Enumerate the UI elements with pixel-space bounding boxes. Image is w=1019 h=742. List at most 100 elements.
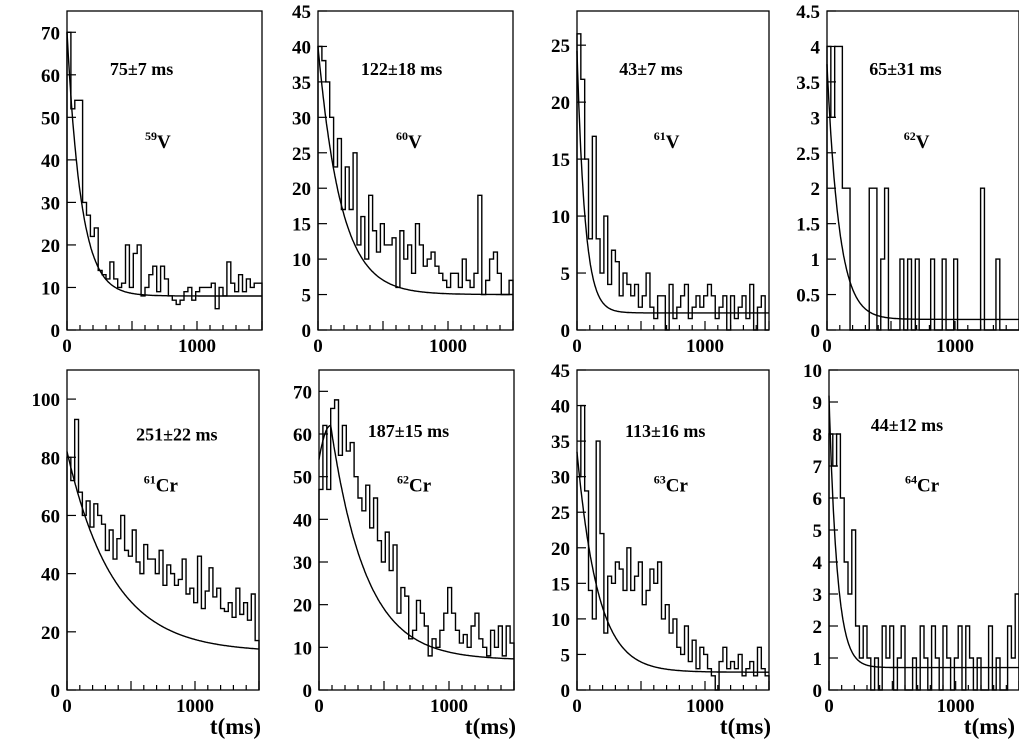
histogram-bin bbox=[448, 588, 452, 690]
halflife-label: 65±31 ms bbox=[869, 59, 941, 79]
histogram-bin bbox=[604, 216, 608, 330]
histogram-bin bbox=[924, 658, 928, 690]
x-axis-title: t(ms) bbox=[720, 714, 771, 739]
histogram-bin bbox=[669, 633, 673, 690]
decay-panel-60-V: 0 5 10 15 20 25 30 35 40 45 0 1000 122±18 ms 60V bbox=[292, 2, 514, 357]
fit-curve bbox=[826, 64, 1019, 321]
x-tick-label: 0 bbox=[824, 696, 834, 717]
histogram-bin bbox=[378, 541, 382, 690]
histogram-bin bbox=[258, 283, 262, 330]
histogram-bin bbox=[117, 539, 121, 690]
histogram-bin bbox=[646, 273, 650, 330]
histogram-bin bbox=[396, 287, 400, 330]
y-tick-label: 20 bbox=[41, 236, 60, 257]
decay-panel-64-Cr: 0 1 2 3 4 5 6 7 8 9 10 0 1000 44±12 ms 64Cr t(ms) bbox=[803, 361, 1019, 739]
nucleus-label: 62V bbox=[904, 129, 930, 153]
histogram-bin bbox=[596, 441, 600, 690]
fit-curve bbox=[318, 424, 515, 660]
histogram-bin bbox=[738, 307, 742, 330]
histogram-bin bbox=[958, 626, 962, 690]
x-axis-title: t(ms) bbox=[964, 714, 1015, 739]
histogram-bin bbox=[715, 319, 719, 330]
histogram-bin bbox=[466, 280, 470, 330]
histogram-bin bbox=[619, 569, 623, 690]
histogram-bin bbox=[650, 569, 654, 690]
histogram-bin bbox=[692, 640, 696, 690]
histogram-bin bbox=[1011, 658, 1015, 690]
histogram-bin bbox=[196, 292, 200, 330]
y-tick-label: 15 bbox=[551, 150, 570, 171]
histogram-bin bbox=[246, 279, 250, 330]
histogram-bin bbox=[244, 603, 248, 690]
histogram-bin bbox=[723, 647, 727, 690]
decay-panel-62-V: 0 0.5 1 1.5 2 2.5 3 3.5 4 4.5 0 1000 65±31 ms 62V bbox=[796, 2, 1019, 357]
y-tick-label: 40 bbox=[41, 565, 60, 586]
histogram-bin bbox=[661, 619, 665, 690]
histogram-bin bbox=[677, 307, 681, 330]
y-tick-label: 10 bbox=[292, 250, 311, 271]
y-tick-label: 30 bbox=[41, 193, 60, 214]
histogram-bin bbox=[323, 425, 327, 690]
histogram-bin bbox=[711, 676, 715, 690]
histogram-bin bbox=[365, 259, 369, 330]
y-tick-label: 60 bbox=[41, 506, 60, 527]
histogram-bin bbox=[757, 647, 761, 690]
histogram-bin bbox=[232, 617, 236, 690]
histogram-bin bbox=[405, 596, 409, 690]
histogram-bin bbox=[201, 609, 205, 690]
histogram-bin bbox=[452, 613, 456, 690]
histogram-bin bbox=[140, 574, 144, 690]
histogram-bin bbox=[188, 287, 192, 330]
histogram-bin bbox=[455, 273, 459, 330]
x-axis-title: t(ms) bbox=[465, 714, 516, 739]
fit-curve bbox=[576, 50, 769, 314]
histogram-bin bbox=[243, 292, 247, 330]
histogram-steps bbox=[66, 31, 263, 330]
histogram-steps bbox=[318, 399, 515, 690]
histogram-bin bbox=[141, 296, 145, 330]
histogram-bin bbox=[646, 590, 650, 690]
histogram-bin bbox=[589, 590, 593, 690]
y-tick-label: 2 bbox=[813, 617, 823, 638]
histogram-bin bbox=[404, 259, 408, 330]
histogram-bin bbox=[989, 626, 993, 690]
histogram-bin bbox=[746, 319, 750, 330]
histogram-bin bbox=[408, 245, 412, 330]
histogram-bin bbox=[478, 195, 482, 330]
y-tick-label: 0.5 bbox=[796, 286, 820, 307]
histogram-bin bbox=[205, 591, 209, 690]
y-tick-label: 20 bbox=[41, 623, 60, 644]
histogram-bin bbox=[627, 548, 631, 690]
histogram-bin bbox=[638, 307, 642, 330]
histogram-bin bbox=[176, 304, 180, 330]
histogram-bin bbox=[165, 279, 169, 330]
y-tick-label: 25 bbox=[551, 503, 570, 524]
histogram-bin bbox=[149, 275, 153, 330]
x-tick-label: 0 bbox=[313, 336, 323, 357]
x-axis-title: t(ms) bbox=[210, 714, 261, 739]
histogram-bin bbox=[184, 292, 188, 330]
y-tick-label: 5 bbox=[561, 264, 571, 285]
y-tick-label: 20 bbox=[551, 539, 570, 560]
histogram-bin bbox=[338, 139, 342, 330]
histogram-bin bbox=[852, 530, 856, 690]
histogram-bin bbox=[635, 284, 639, 330]
x-tick-label: 1000 bbox=[430, 696, 468, 717]
histogram-bin bbox=[102, 524, 106, 690]
histogram-steps bbox=[828, 433, 1019, 691]
histogram-bin bbox=[254, 283, 258, 330]
nucleus-label: 63Cr bbox=[654, 473, 689, 497]
halflife-label: 113±16 ms bbox=[625, 421, 705, 441]
histogram-bin bbox=[901, 626, 905, 690]
histogram-bin bbox=[98, 270, 102, 330]
halflife-label: 44±12 ms bbox=[871, 415, 943, 435]
histogram-bin bbox=[132, 530, 136, 690]
x-tick-label: 0 bbox=[572, 336, 582, 357]
y-tick-label: 20 bbox=[293, 596, 312, 617]
histogram-bin bbox=[459, 643, 463, 690]
y-tick-label: 1 bbox=[811, 250, 821, 271]
histogram-bin bbox=[211, 283, 215, 330]
y-tick-label: 8 bbox=[813, 425, 823, 446]
histogram-bin bbox=[981, 188, 985, 330]
histogram-bin bbox=[479, 639, 483, 690]
